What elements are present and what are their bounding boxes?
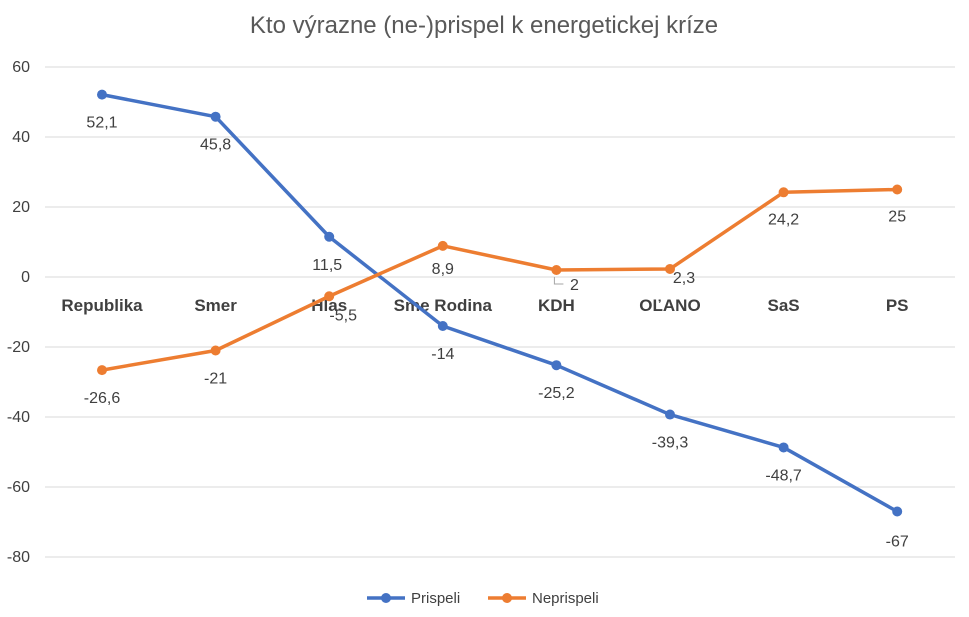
data-point: [97, 365, 107, 376]
category-label: Republika: [61, 296, 143, 315]
category-labels: Republika Smer Hlas Sme Rodina KDH OĽANO SaS PS: [61, 296, 908, 315]
data-label: 2,3: [673, 270, 695, 287]
data-point: [97, 89, 107, 100]
data-label: -67: [886, 534, 909, 551]
chart-title: Kto výrazne (ne-)prispel k energetickej …: [250, 12, 718, 39]
series-line-neprispeli: [100, 187, 899, 372]
data-point: [324, 291, 335, 302]
data-label: -5,5: [329, 307, 357, 324]
data-label: 2: [570, 277, 579, 294]
legend-marker: [381, 593, 391, 603]
y-tick-label: -80: [7, 549, 30, 566]
data-label: -25,2: [538, 385, 575, 402]
series-lines: [97, 89, 903, 517]
y-tick-label: 20: [12, 199, 30, 216]
data-point: [778, 442, 789, 453]
category-label: OĽANO: [639, 296, 700, 315]
y-axis-ticks: 60 40 20 0 -20 -40 -60 -80: [7, 59, 30, 566]
category-label: Sme Rodina: [394, 296, 493, 315]
y-tick-label: -60: [7, 479, 30, 496]
y-tick-label: -40: [7, 409, 30, 426]
legend-label: Neprispeli: [532, 590, 599, 607]
data-point: [665, 409, 675, 420]
gridlines: [45, 66, 955, 558]
data-point: [892, 506, 903, 517]
data-label: 11,5: [312, 257, 342, 274]
y-tick-label: 60: [12, 59, 30, 76]
y-tick-label: 0: [21, 269, 30, 286]
category-label: Smer: [194, 296, 237, 315]
data-label: -26,6: [84, 390, 121, 407]
data-point: [778, 187, 789, 198]
data-point: [437, 321, 448, 331]
y-tick-label: -20: [7, 339, 30, 356]
category-label: PS: [886, 296, 909, 315]
data-label: -48,7: [765, 467, 802, 484]
series-line-prispeli: [100, 92, 899, 514]
data-label: 8,9: [432, 261, 454, 278]
data-label: 52,1: [86, 115, 117, 132]
data-point: [210, 111, 221, 122]
legend-label: Prispeli: [411, 590, 460, 607]
legend-marker: [502, 593, 512, 603]
data-label: -21: [204, 371, 227, 388]
y-tick-label: 40: [12, 129, 30, 146]
data-point: [551, 360, 562, 371]
data-labels: 52,1 45,8 11,5 -14 -25,2 -39,3 -48,7 -67 -26,6 -2…: [84, 115, 909, 551]
data-label: 45,8: [200, 137, 231, 154]
data-label: 25: [888, 209, 906, 226]
data-point: [324, 231, 335, 242]
data-point: [551, 265, 562, 275]
data-point: [210, 345, 221, 356]
category-label: SaS: [768, 296, 800, 315]
data-label: 24,2: [768, 211, 799, 228]
leader-line: [553, 277, 564, 285]
data-point: [665, 263, 675, 274]
data-point: [892, 184, 903, 195]
category-label: KDH: [538, 296, 575, 315]
data-point: [437, 240, 448, 251]
data-label: -14: [431, 346, 454, 363]
data-label: -39,3: [652, 435, 689, 452]
legend: Prispeli Neprispeli: [367, 590, 599, 607]
